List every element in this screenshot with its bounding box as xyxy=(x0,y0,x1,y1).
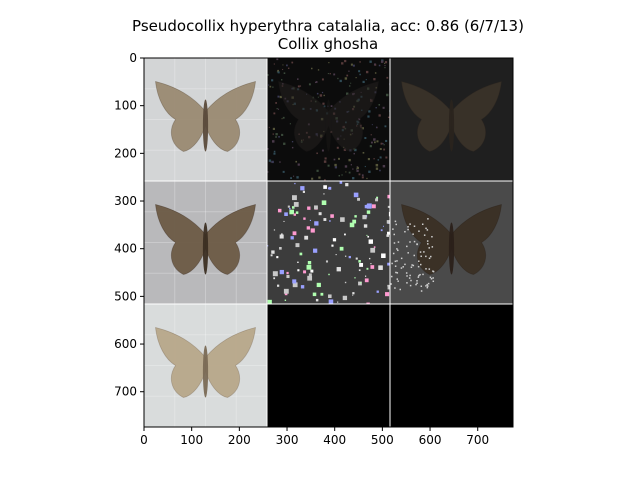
panel-2-0 xyxy=(144,304,267,427)
x-tick-label-600: 600 xyxy=(419,433,442,447)
y-axis: 0 100 200 300 400 500 600 700 xyxy=(114,51,144,399)
panel-1-1 xyxy=(267,181,394,306)
y-tick-label-0: 0 xyxy=(129,51,137,65)
y-tick-label-400: 400 xyxy=(114,242,137,256)
y-tick-label-600: 600 xyxy=(114,337,137,351)
x-tick-label-0: 0 xyxy=(140,433,148,447)
x-axis: 0 100 200 300 400 500 600 700 xyxy=(140,427,489,447)
panel-0-1 xyxy=(267,58,392,181)
y-tick-label-500: 500 xyxy=(114,289,137,303)
y-tick-label-700: 700 xyxy=(114,385,137,399)
x-tick-label-300: 300 xyxy=(276,433,299,447)
panel-1-0 xyxy=(144,181,267,304)
chart-subtitle: Collix ghosha xyxy=(277,35,379,53)
panel-2-1 xyxy=(267,304,390,427)
panel-0-0 xyxy=(144,58,267,181)
panel-0-2 xyxy=(390,58,513,181)
x-tick-label-200: 200 xyxy=(228,433,251,447)
panel-1-2 xyxy=(390,181,513,304)
x-tick-label-500: 500 xyxy=(371,433,394,447)
chart-title: Pseudocollix hyperythra catalalia, acc: … xyxy=(132,17,524,35)
image-panels xyxy=(144,58,513,427)
x-tick-label-400: 400 xyxy=(323,433,346,447)
axes-frame xyxy=(143,57,514,428)
y-tick-label-100: 100 xyxy=(114,99,137,113)
x-tick-label-100: 100 xyxy=(180,433,203,447)
panel-2-2 xyxy=(390,304,513,427)
y-tick-label-200: 200 xyxy=(114,146,137,160)
x-tick-label-700: 700 xyxy=(466,433,489,447)
panel-separators xyxy=(144,58,513,427)
y-tick-label-300: 300 xyxy=(114,194,137,208)
